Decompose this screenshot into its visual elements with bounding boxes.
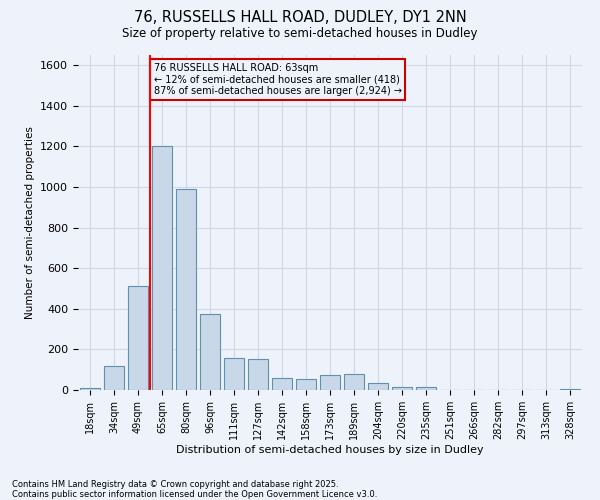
Bar <box>320 375 340 390</box>
Text: 76 RUSSELLS HALL ROAD: 63sqm
← 12% of semi-detached houses are smaller (418)
87%: 76 RUSSELLS HALL ROAD: 63sqm ← 12% of se… <box>154 63 401 96</box>
Bar <box>560 389 580 390</box>
Bar <box>128 286 148 390</box>
Bar <box>344 374 364 390</box>
Bar <box>224 358 244 390</box>
Text: Size of property relative to semi-detached houses in Dudley: Size of property relative to semi-detach… <box>122 28 478 40</box>
Bar <box>248 358 268 390</box>
Bar <box>200 314 220 390</box>
Text: 76, RUSSELLS HALL ROAD, DUDLEY, DY1 2NN: 76, RUSSELLS HALL ROAD, DUDLEY, DY1 2NN <box>134 10 466 25</box>
Text: Contains HM Land Registry data © Crown copyright and database right 2025.: Contains HM Land Registry data © Crown c… <box>12 480 338 489</box>
Bar <box>296 379 316 390</box>
Y-axis label: Number of semi-detached properties: Number of semi-detached properties <box>25 126 35 319</box>
Bar <box>104 366 124 390</box>
Bar <box>392 387 412 390</box>
Bar <box>80 388 100 390</box>
Bar <box>272 378 292 390</box>
Bar <box>416 387 436 390</box>
Bar <box>152 146 172 390</box>
Bar <box>368 383 388 390</box>
X-axis label: Distribution of semi-detached houses by size in Dudley: Distribution of semi-detached houses by … <box>176 444 484 454</box>
Text: Contains public sector information licensed under the Open Government Licence v3: Contains public sector information licen… <box>12 490 377 499</box>
Bar <box>176 189 196 390</box>
